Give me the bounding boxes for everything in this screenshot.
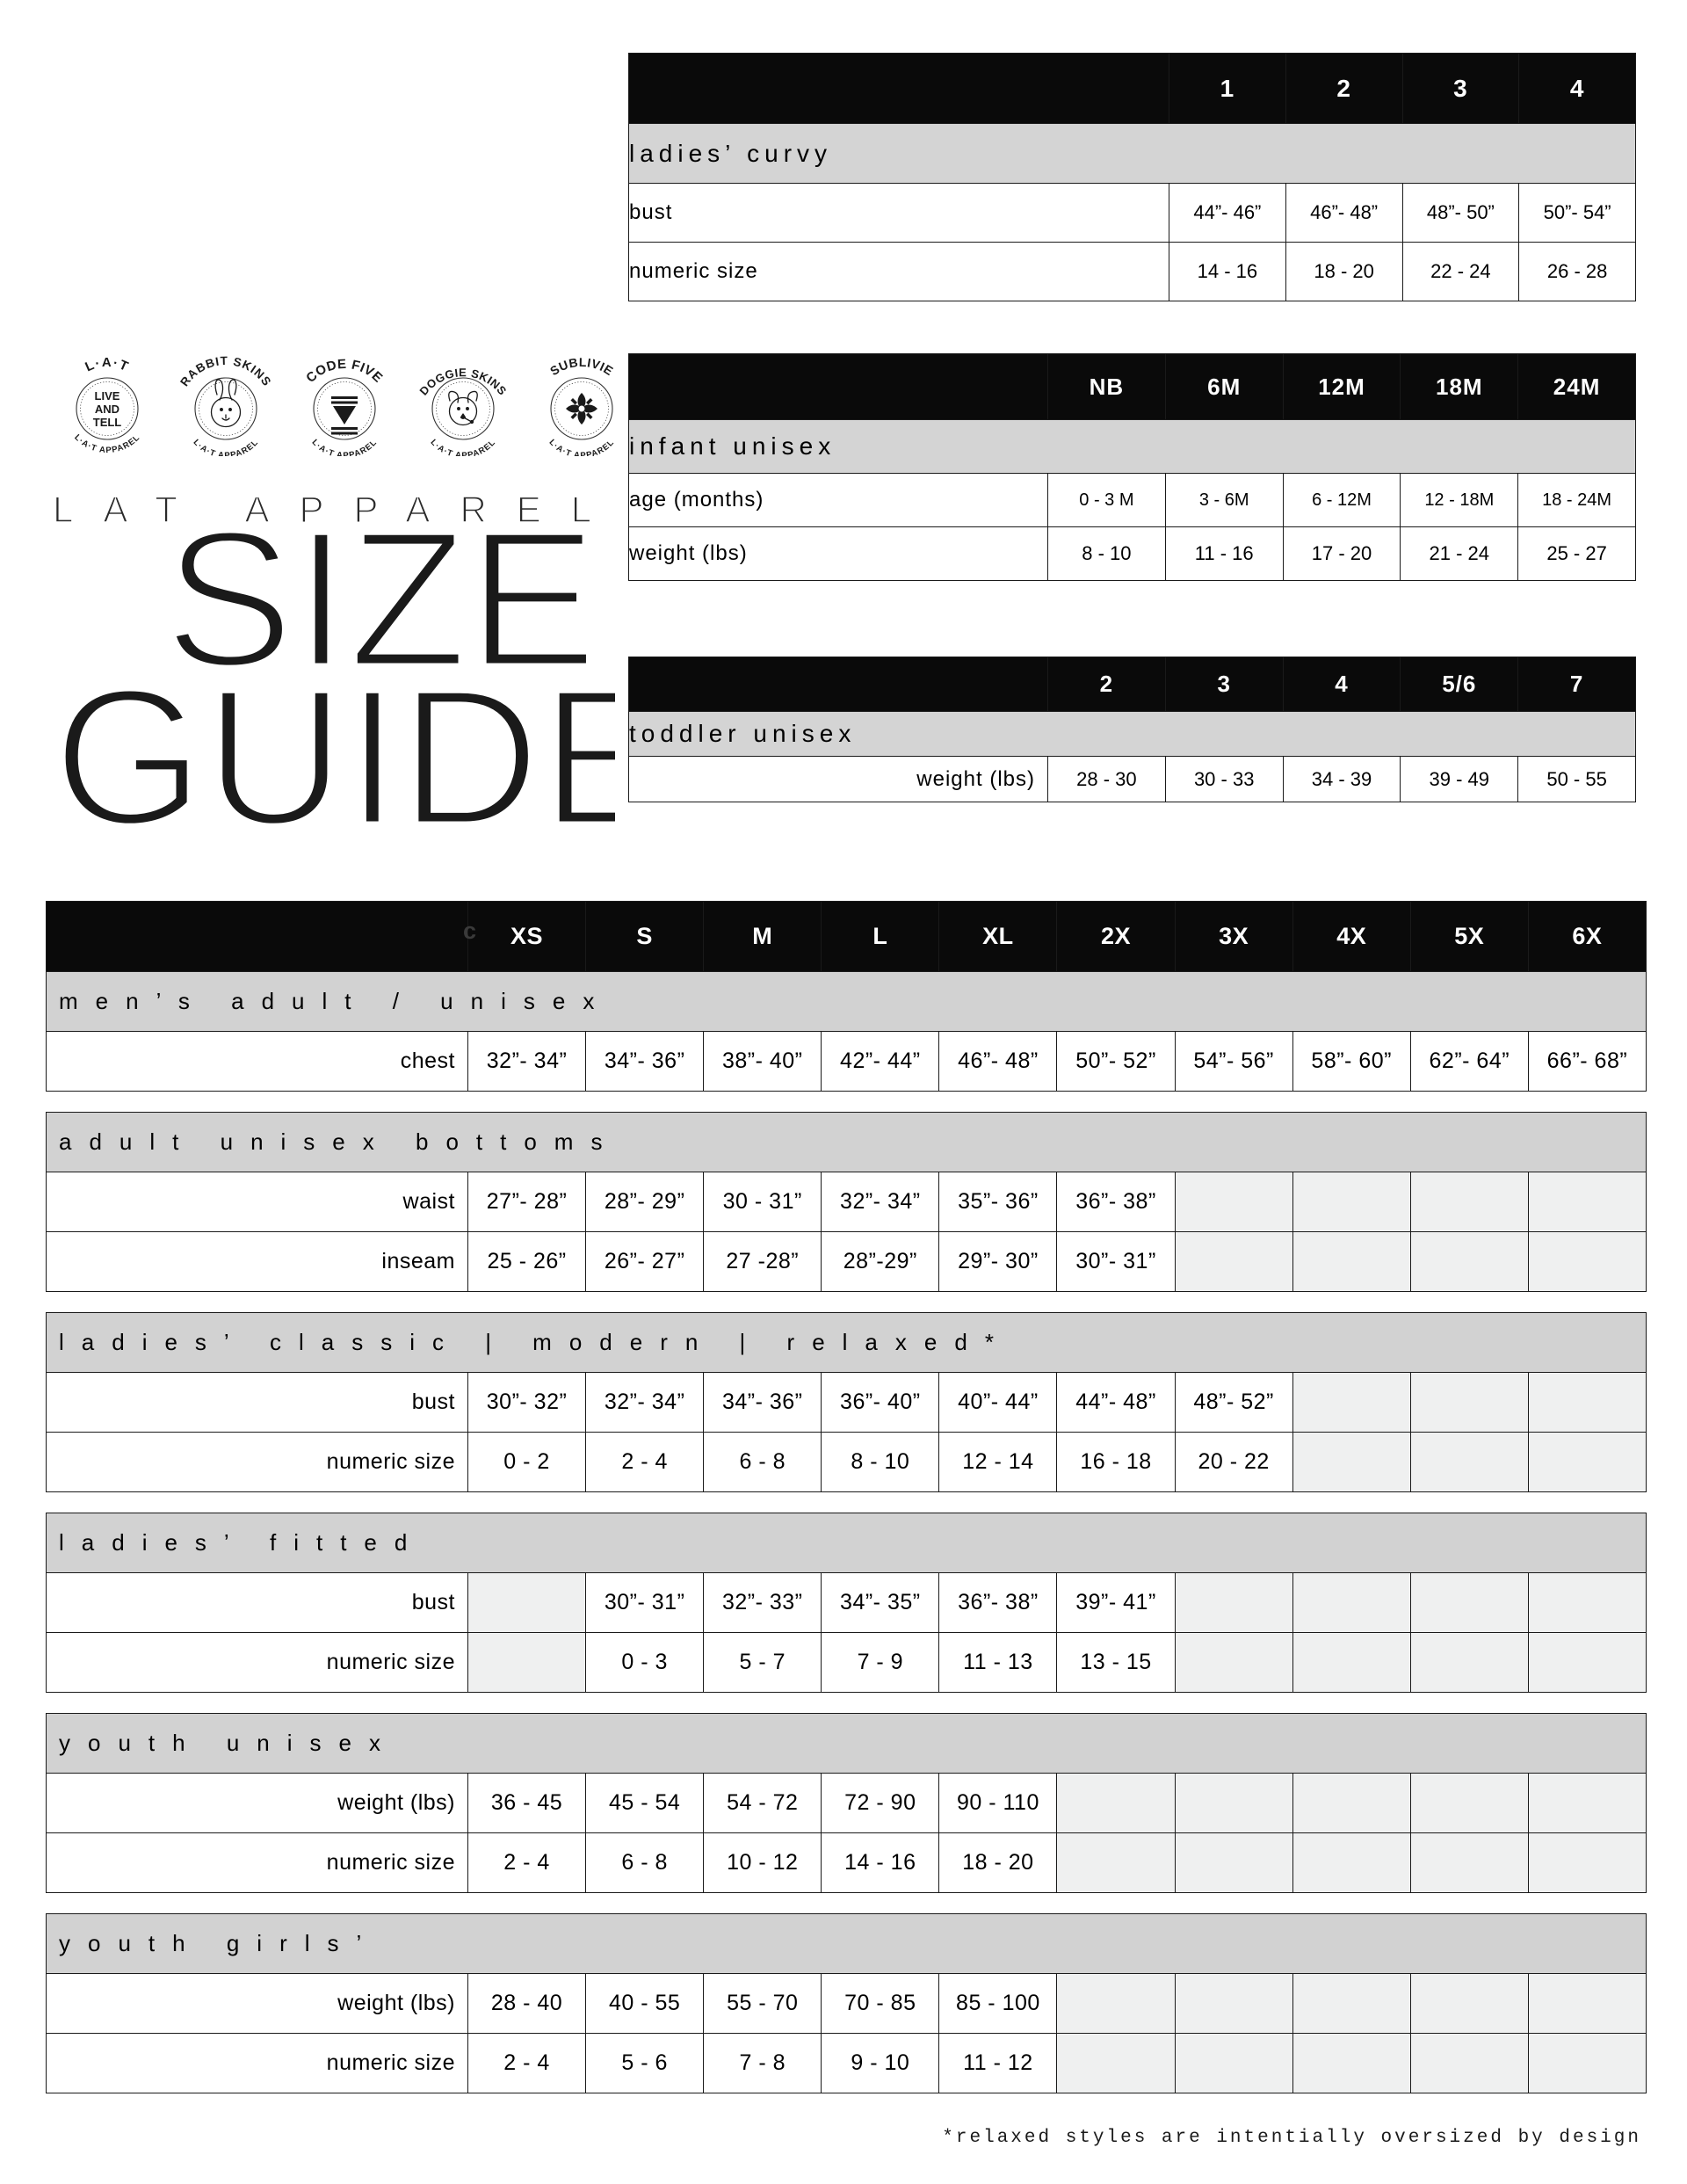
svg-text:LIVE: LIVE — [95, 389, 120, 403]
svg-text:L·A·T APPAREL: L·A·T APPAREL — [192, 438, 261, 456]
svg-text:LAT APPAREL: LAT APPAREL — [53, 489, 602, 530]
svg-text:L·A·T APPAREL: L·A·T APPAREL — [547, 438, 617, 456]
svg-text:TELL: TELL — [93, 416, 122, 429]
svg-text:SIZE: SIZE — [164, 526, 597, 693]
svg-text:DOGGIE SKINS: DOGGIE SKINS — [416, 366, 509, 397]
svg-text:GUIDE: GUIDE — [53, 684, 615, 851]
svg-text:AND: AND — [95, 403, 119, 416]
svg-text:SUBLIVIE: SUBLIVIE — [547, 355, 616, 378]
svg-text:L·A·T: L·A·T — [83, 355, 131, 374]
svg-text:L·A·T APPAREL: L·A·T APPAREL — [72, 432, 142, 455]
svg-text:CODE FIVE: CODE FIVE — [303, 357, 386, 386]
svg-text:RABBIT SKINS: RABBIT SKINS — [177, 354, 274, 388]
svg-text:L·A·T APPAREL: L·A·T APPAREL — [310, 438, 380, 456]
svg-text:L·A·T APPAREL: L·A·T APPAREL — [429, 438, 498, 456]
